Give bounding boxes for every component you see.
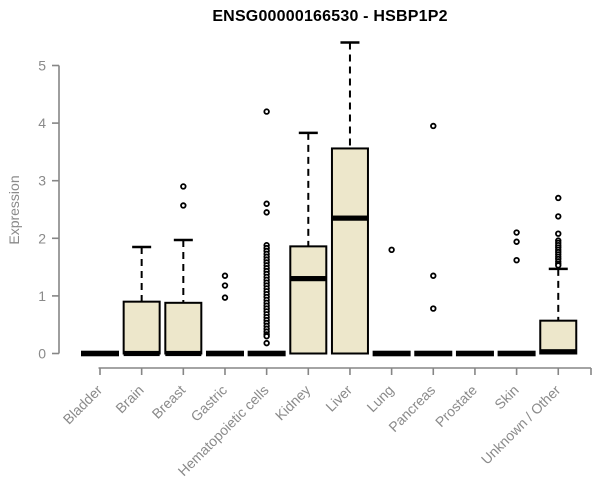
y-tick-label: 0 bbox=[38, 346, 46, 362]
median-line bbox=[497, 350, 536, 357]
median-line bbox=[290, 276, 327, 282]
median-line bbox=[123, 350, 160, 357]
outlier-point bbox=[388, 246, 395, 254]
x-tick-label: Bladder bbox=[60, 382, 106, 428]
x-tick-label: Kidney bbox=[272, 382, 314, 424]
median-line bbox=[372, 350, 411, 357]
median-line bbox=[455, 350, 494, 357]
outlier-point bbox=[555, 230, 562, 237]
x-tick-label: Prostate bbox=[432, 382, 480, 430]
x-tick-label: Lung bbox=[363, 382, 396, 415]
outlier-point bbox=[555, 194, 562, 202]
outlier-point bbox=[221, 272, 229, 279]
median-line bbox=[165, 350, 202, 357]
outlier-point bbox=[221, 282, 229, 289]
outlier-point bbox=[430, 272, 437, 279]
median-line bbox=[205, 350, 244, 357]
median-line bbox=[81, 350, 119, 357]
median-line bbox=[247, 350, 286, 357]
box bbox=[122, 300, 161, 355]
outlier-point bbox=[263, 209, 270, 216]
outlier-point bbox=[555, 213, 562, 220]
x-tick-label: Breast bbox=[149, 382, 189, 422]
x-tick-label: Skin bbox=[491, 382, 522, 413]
box bbox=[289, 245, 328, 355]
outlier-point bbox=[180, 183, 187, 190]
outlier-point bbox=[263, 333, 270, 340]
outlier-point bbox=[221, 294, 229, 301]
outlier-point bbox=[430, 122, 437, 130]
y-tick-label: 3 bbox=[38, 173, 46, 189]
outlier-point bbox=[513, 256, 520, 264]
y-tick-label: 2 bbox=[38, 230, 46, 246]
median-line bbox=[540, 349, 577, 355]
outlier-point bbox=[263, 108, 270, 115]
y-tick-label: 1 bbox=[38, 288, 46, 304]
median-line bbox=[331, 215, 368, 221]
median-line bbox=[414, 350, 453, 357]
x-tick-label: Unknown / Other bbox=[478, 382, 564, 468]
chart-title: ENSG00000166530 - HSBP1P2 bbox=[212, 8, 448, 25]
box bbox=[539, 319, 578, 355]
outlier-point bbox=[263, 339, 270, 347]
y-tick-label: 5 bbox=[38, 58, 46, 74]
outlier-point bbox=[430, 305, 437, 312]
outlier-point bbox=[263, 200, 270, 207]
outlier-point bbox=[513, 238, 520, 245]
box bbox=[164, 301, 203, 355]
x-tick-label: Brain bbox=[112, 382, 146, 416]
x-tick-label: Liver bbox=[322, 382, 355, 415]
y-tick-label: 4 bbox=[38, 115, 46, 131]
box bbox=[330, 147, 369, 355]
outlier-point bbox=[180, 202, 187, 209]
outlier-point bbox=[513, 229, 520, 236]
outlier-point bbox=[555, 262, 562, 269]
